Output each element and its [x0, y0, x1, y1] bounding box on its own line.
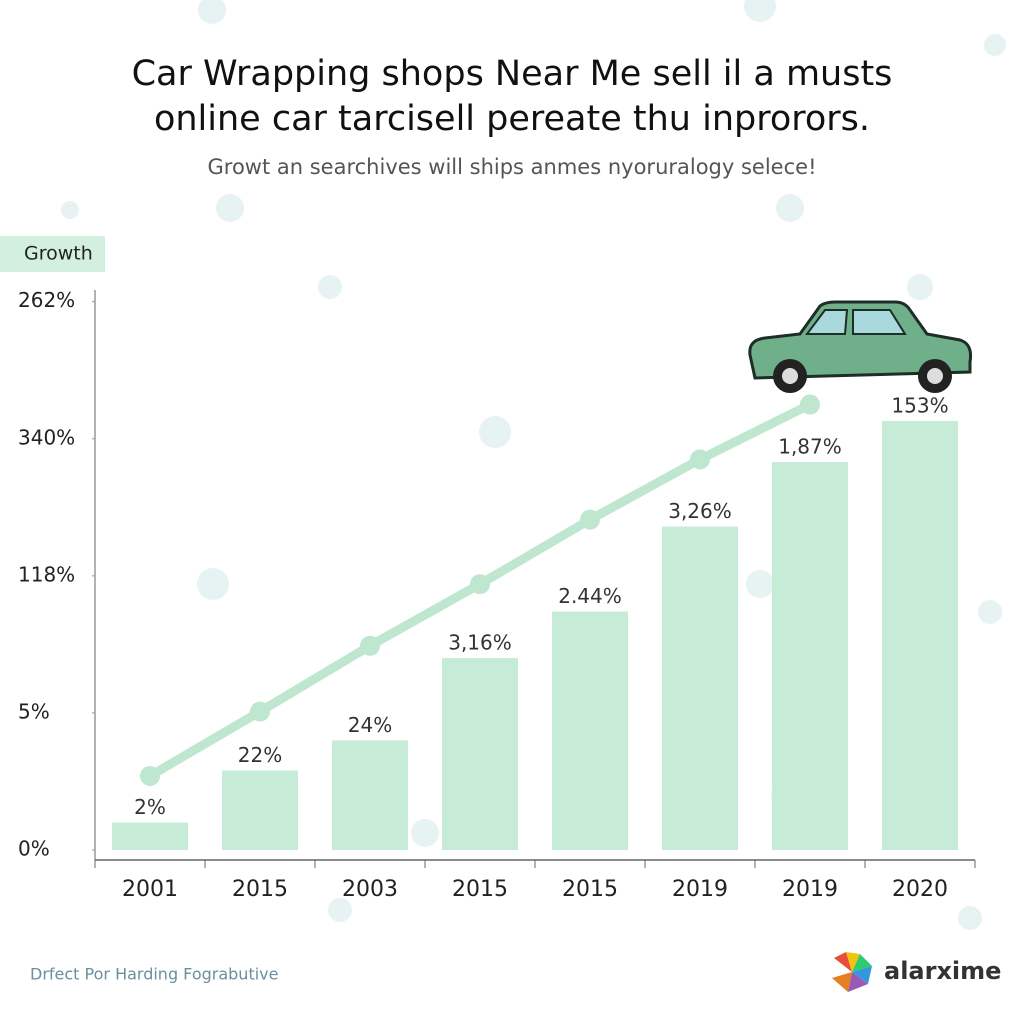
trend-point — [250, 701, 270, 722]
x-tick-label: 2015 — [562, 877, 618, 902]
bar — [552, 611, 628, 850]
y-tick-label: 5% — [18, 699, 50, 723]
trend-point — [800, 394, 820, 415]
y-tick-label: 0% — [18, 837, 50, 861]
x-tick-label: 2015 — [452, 877, 508, 902]
brand-logo — [832, 952, 872, 992]
value-label: 24% — [348, 713, 392, 737]
background-bubbles — [61, 0, 1006, 930]
bar — [112, 822, 188, 850]
value-label: 153% — [891, 393, 948, 417]
bar — [222, 770, 298, 850]
bar — [442, 658, 518, 850]
trend-point — [580, 509, 600, 530]
car — [748, 300, 972, 393]
value-label: 3,16% — [448, 631, 512, 655]
value-label: 2% — [134, 795, 166, 819]
y-tick-label: 340% — [18, 425, 75, 449]
x-tick-label: 2015 — [232, 877, 288, 902]
value-label: 1,87% — [778, 435, 842, 459]
value-label: 3,26% — [668, 499, 732, 523]
bar — [882, 420, 958, 850]
x-tick-label: 2003 — [342, 877, 398, 902]
x-tick-label: 2001 — [122, 877, 178, 902]
x-tick-label: 2019 — [672, 877, 728, 902]
trend-point — [140, 765, 160, 786]
y-tick-label: 262% — [18, 288, 75, 312]
bar — [332, 740, 408, 850]
trend-point — [690, 449, 710, 470]
y-tick-label: 118% — [18, 562, 75, 586]
x-tick-label: 2020 — [892, 877, 948, 902]
trend-point — [360, 635, 380, 656]
chart-title: online car tarcisell pereate thu inproro… — [154, 99, 870, 139]
bar — [772, 462, 848, 850]
value-label: 2.44% — [558, 584, 622, 608]
brand-name: alarxime — [884, 957, 1001, 985]
x-tick-label: 2019 — [782, 877, 838, 902]
footer-note: Drfect Por Harding Fograbutive — [30, 965, 278, 984]
chart-title: Car Wrapping shops Near Me sell il a mus… — [132, 54, 893, 94]
trend-point — [470, 574, 490, 595]
bar — [662, 526, 738, 850]
y-axis-label: Growth — [24, 243, 93, 265]
chart-subtitle: Growt an searchives will ships anmes ոyo… — [208, 155, 817, 179]
value-label: 22% — [238, 743, 282, 767]
axis-label-box — [0, 236, 105, 272]
